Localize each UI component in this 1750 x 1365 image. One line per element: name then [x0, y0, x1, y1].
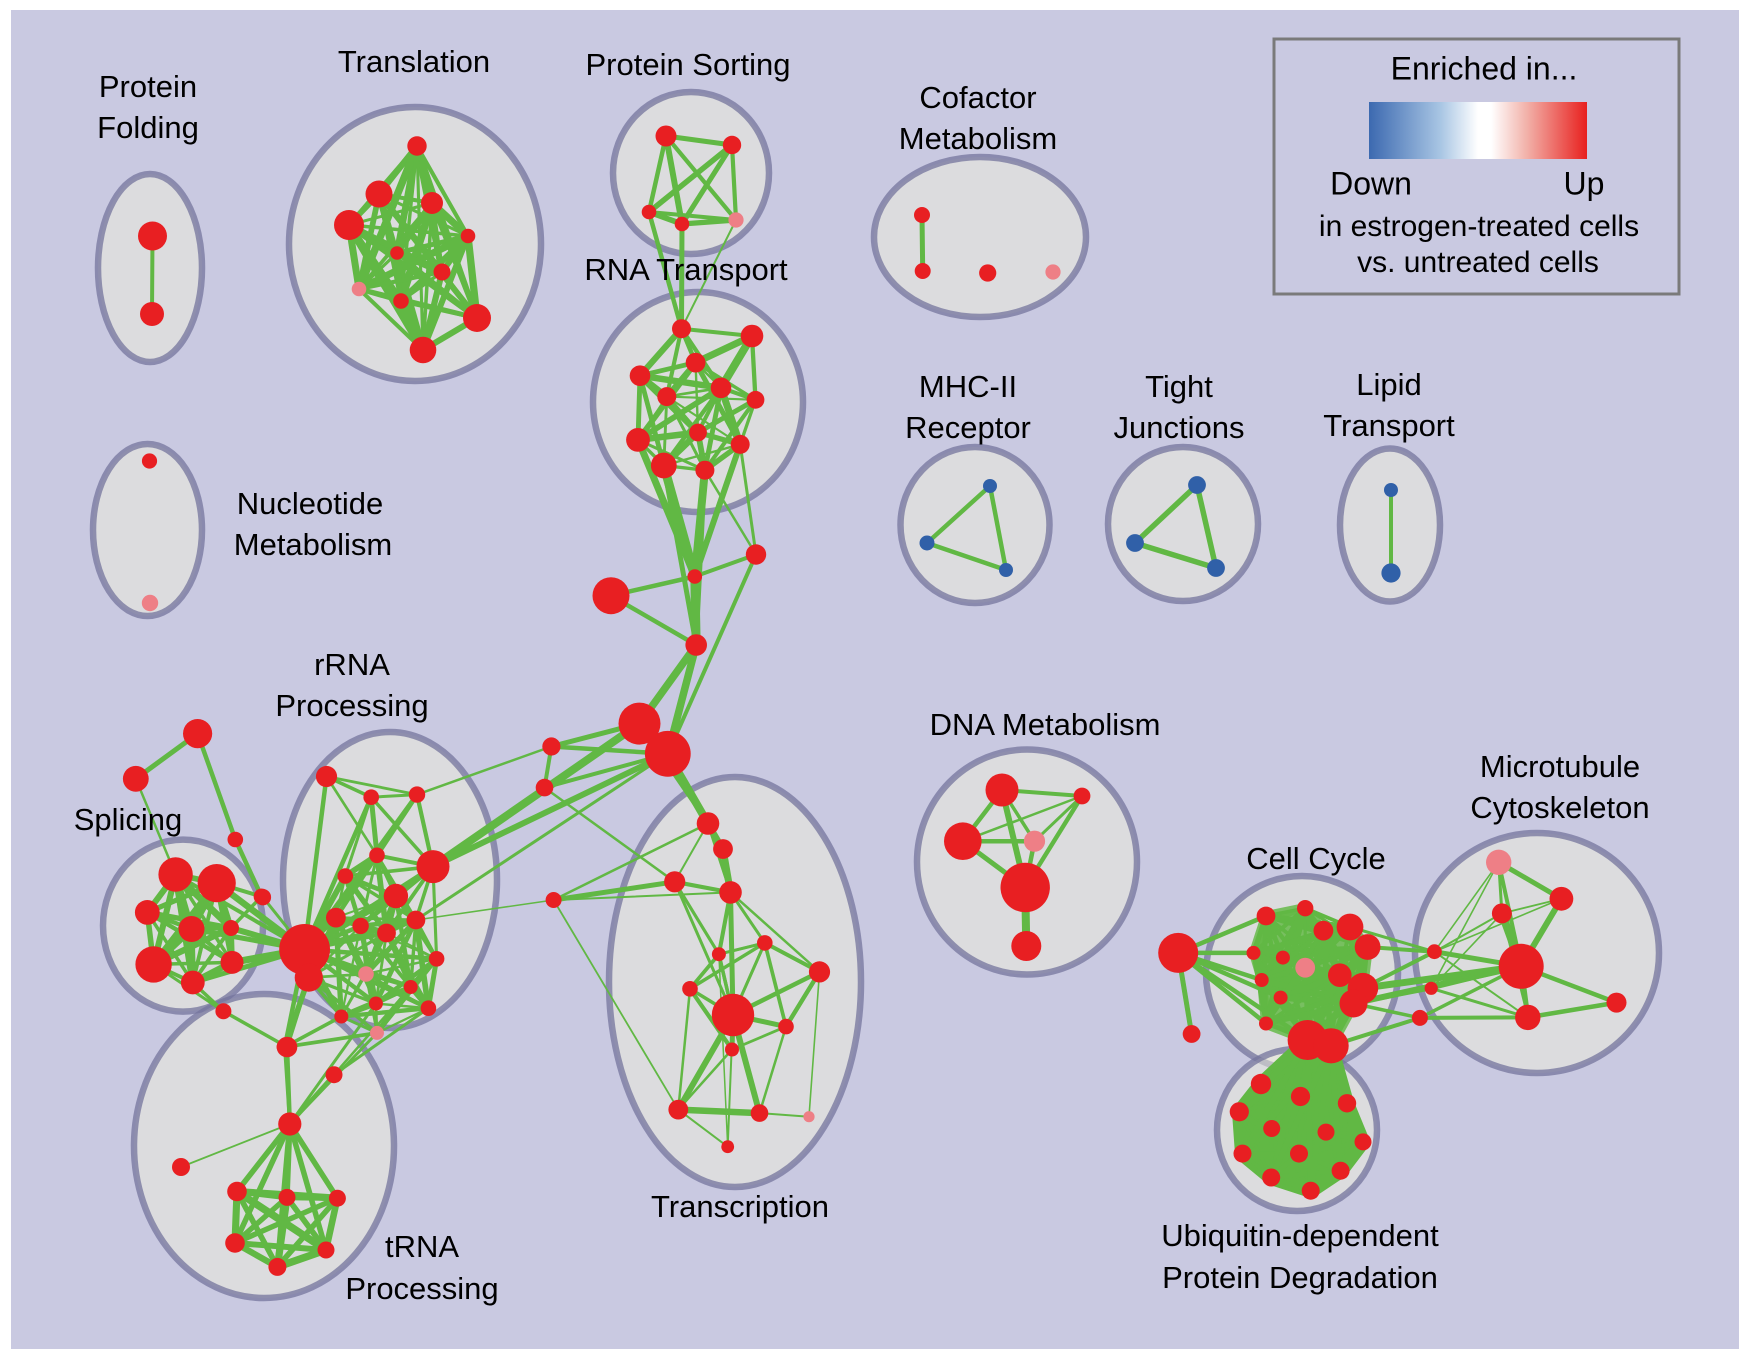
svg-text:Protein Sorting: Protein Sorting: [585, 47, 790, 82]
svg-text:RNA Transport: RNA Transport: [584, 252, 788, 287]
svg-text:Folding: Folding: [97, 110, 199, 145]
svg-text:MHC-II: MHC-II: [919, 369, 1017, 404]
svg-text:Transport: Transport: [1323, 408, 1455, 443]
svg-text:Protein Degradation: Protein Degradation: [1162, 1260, 1438, 1295]
svg-text:Processing: Processing: [275, 688, 428, 723]
svg-text:tRNA: tRNA: [385, 1229, 459, 1264]
svg-text:Down: Down: [1330, 165, 1412, 201]
svg-text:Microtubule: Microtubule: [1480, 749, 1640, 784]
svg-text:vs. untreated cells: vs. untreated cells: [1357, 246, 1599, 279]
svg-text:Cytoskeleton: Cytoskeleton: [1470, 790, 1649, 825]
svg-text:Ubiquitin-dependent: Ubiquitin-dependent: [1161, 1218, 1439, 1253]
svg-text:Metabolism: Metabolism: [234, 527, 393, 562]
svg-text:Enriched in...: Enriched in...: [1391, 50, 1578, 86]
svg-text:Nucleotide: Nucleotide: [237, 486, 383, 521]
svg-text:Cofactor: Cofactor: [919, 80, 1036, 115]
svg-text:DNA Metabolism: DNA Metabolism: [930, 707, 1161, 742]
svg-text:Translation: Translation: [338, 44, 490, 79]
svg-text:Splicing: Splicing: [74, 802, 183, 837]
svg-text:Lipid: Lipid: [1356, 367, 1422, 402]
svg-text:Cell Cycle: Cell Cycle: [1246, 841, 1386, 876]
svg-text:Receptor: Receptor: [905, 410, 1031, 445]
svg-text:in estrogen-treated cells: in estrogen-treated cells: [1319, 210, 1639, 243]
svg-text:Junctions: Junctions: [1114, 410, 1245, 445]
svg-text:Metabolism: Metabolism: [899, 121, 1058, 156]
svg-text:rRNA: rRNA: [314, 647, 390, 682]
svg-text:Transcription: Transcription: [651, 1189, 829, 1224]
svg-text:Protein: Protein: [99, 69, 197, 104]
svg-text:Up: Up: [1564, 165, 1605, 201]
svg-text:Processing: Processing: [345, 1271, 498, 1306]
svg-text:Tight: Tight: [1145, 369, 1213, 404]
